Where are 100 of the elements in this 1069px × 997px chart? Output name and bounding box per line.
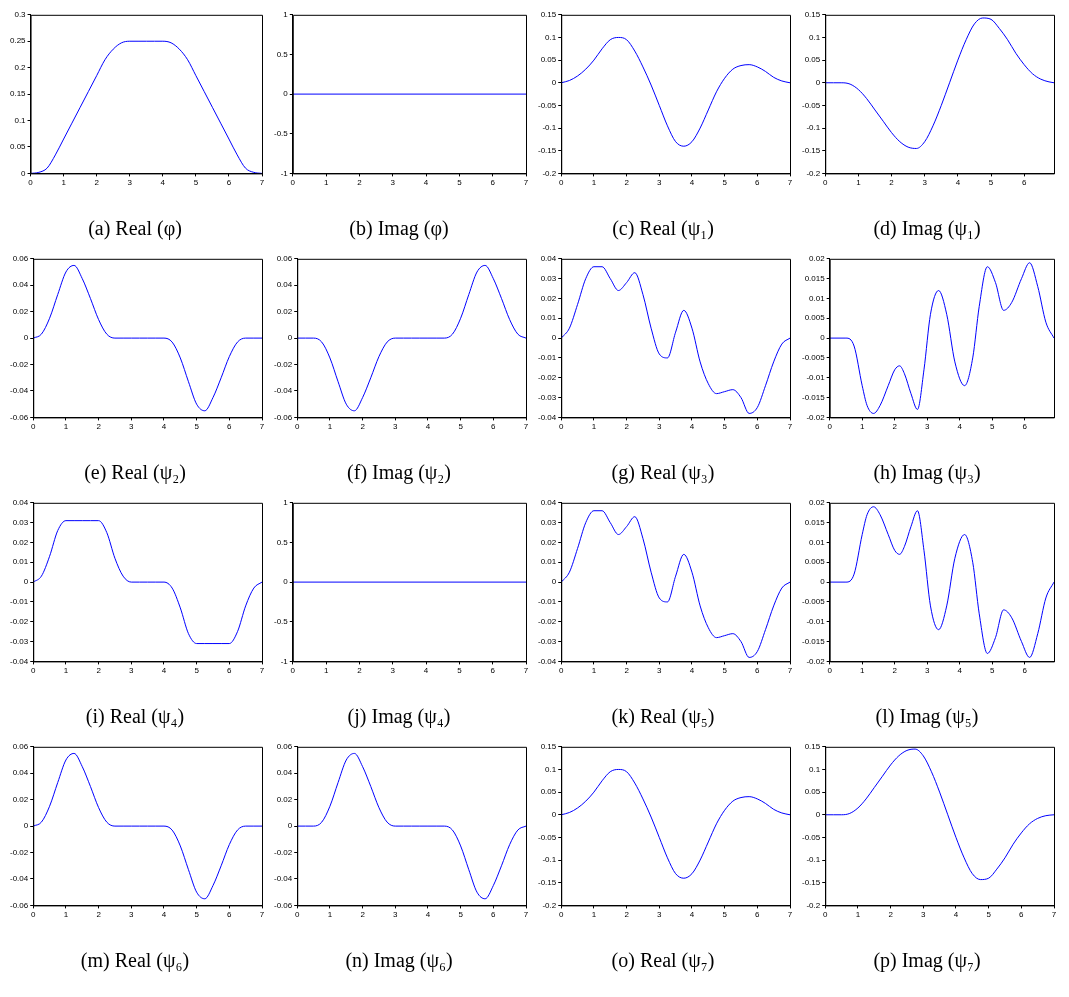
x-tick-label: 0: [559, 178, 565, 188]
x-tick-label: 2: [624, 666, 630, 676]
x-tick-label: 7: [259, 910, 265, 920]
y-tick-label: 0.04: [540, 498, 557, 507]
y-tick-label: -0.015: [802, 636, 826, 646]
y-tick-label: 0.06: [276, 254, 293, 263]
y-tick-label: 0.06: [276, 742, 293, 751]
y-tick-label: -0.01: [806, 616, 826, 626]
text: (a) Real (φ): [88, 217, 182, 241]
y-tick-label: -0.02: [538, 616, 557, 626]
y-tick-label: -0.03: [538, 636, 557, 646]
y-tick-label: 0.06: [12, 254, 29, 263]
x-tick-label: 4: [689, 910, 695, 920]
y-tick-label: 0: [23, 333, 29, 343]
y-tick-label: 0.015: [804, 273, 826, 283]
x-tick-label: 7: [787, 422, 793, 432]
y-tick-label: -0.01: [538, 597, 557, 607]
y-tick-label: 0.02: [540, 293, 557, 303]
y-tick-label: 0.02: [12, 794, 29, 804]
y-tick-label: 0.02: [276, 306, 293, 316]
x-tick-label: 5: [722, 666, 728, 676]
x-tick-label: 2: [360, 422, 366, 432]
x-tick-label: 1: [63, 666, 69, 676]
y-tick-label: -0.05: [802, 832, 821, 842]
x-tick-label: 4: [160, 178, 166, 188]
x-tick-label: 5: [194, 422, 200, 432]
y-tick-label: 0.005: [804, 313, 826, 323]
y-tick-label: 0.5: [276, 537, 289, 547]
y-tick-label: 0: [21, 168, 27, 178]
x-tick-label: 6: [227, 910, 233, 920]
text: (i) Real (ψ₄): [85, 705, 185, 729]
x-tick-label: 7: [787, 910, 793, 920]
y-tick-label: 0.15: [540, 742, 557, 751]
x-tick-label: 2: [892, 666, 898, 676]
y-tick-label: -0.02: [806, 656, 826, 666]
y-tick-label: 0.05: [804, 787, 821, 797]
y-tick-label: -0.01: [806, 372, 826, 382]
y-tick-label: 0: [815, 809, 821, 819]
y-tick-label: -0.2: [542, 900, 557, 910]
y-tick-label: 0.5: [276, 49, 289, 59]
y-tick-label: -0.03: [538, 392, 557, 402]
y-tick-label: 0.01: [540, 313, 557, 323]
y-tick-label: -0.02: [274, 359, 293, 369]
x-tick-label: 2: [892, 422, 898, 432]
line-series: [825, 748, 1054, 881]
x-tick-label: 6: [491, 910, 497, 920]
x-tick-label: 6: [755, 422, 761, 432]
x-tick-label: 3: [657, 422, 663, 432]
y-tick-label: 0: [820, 577, 826, 587]
y-tick-label: -0.06: [274, 900, 293, 910]
y-tick-label: -0.1: [806, 123, 821, 133]
y-tick-label: 0: [283, 89, 289, 99]
line-series: [561, 768, 790, 879]
x-tick-label: 7: [787, 178, 793, 188]
y-tick-label: -0.1: [542, 855, 557, 865]
x-tick-label: 3: [390, 666, 396, 676]
y-tick-label: -0.06: [274, 412, 293, 422]
x-tick-label: 1: [859, 422, 865, 432]
x-tick-label: 3: [129, 422, 135, 432]
x-tick-label: 1: [856, 178, 862, 188]
y-tick-label: -0.5: [273, 616, 289, 626]
text: (n) Imag (ψ₆): [345, 949, 453, 973]
x-tick-label: 4: [957, 666, 963, 676]
y-tick-label: -0.06: [10, 900, 29, 910]
x-tick-label: 4: [689, 178, 695, 188]
x-tick-label: 5: [458, 910, 464, 920]
y-tick-label: -0.15: [538, 145, 557, 155]
y-tick-label: 0.04: [12, 768, 29, 778]
y-tick-label: 0.04: [12, 498, 29, 507]
y-tick-label: 1: [283, 498, 289, 507]
x-tick-label: 0: [295, 910, 301, 920]
x-tick-label: 5: [722, 178, 728, 188]
x-tick-label: 3: [657, 178, 663, 188]
y-tick-label: 0.05: [540, 787, 557, 797]
x-tick-label: 6: [491, 422, 497, 432]
x-tick-label: 5: [990, 666, 996, 676]
y-tick-label: 0: [551, 809, 557, 819]
x-tick-label: 4: [955, 178, 961, 188]
x-tick-label: 1: [63, 422, 69, 432]
x-tick-label: 4: [957, 422, 963, 432]
y-tick-label: -0.1: [542, 123, 557, 133]
text: (f) Imag (ψ₂): [347, 461, 451, 485]
x-tick-label: 5: [986, 910, 992, 920]
x-tick-label: 2: [624, 910, 630, 920]
x-tick-label: 6: [490, 178, 496, 188]
y-tick-label: 1: [283, 10, 289, 19]
line-series: [33, 264, 262, 412]
y-tick-label: 0.1: [809, 764, 821, 774]
x-tick-label: 6: [227, 666, 233, 676]
x-tick-label: 7: [523, 422, 529, 432]
y-tick-label: -0.04: [10, 874, 29, 884]
x-tick-label: 5: [194, 910, 200, 920]
line-series: [561, 510, 790, 658]
x-tick-label: 1: [327, 422, 333, 432]
x-tick-label: 5: [722, 422, 728, 432]
y-tick-label: 0: [820, 333, 826, 343]
x-tick-label: 4: [423, 666, 429, 676]
text: (d) Imag (ψ₁): [873, 217, 981, 241]
x-tick-label: 4: [423, 178, 429, 188]
line-series: [829, 262, 1054, 414]
